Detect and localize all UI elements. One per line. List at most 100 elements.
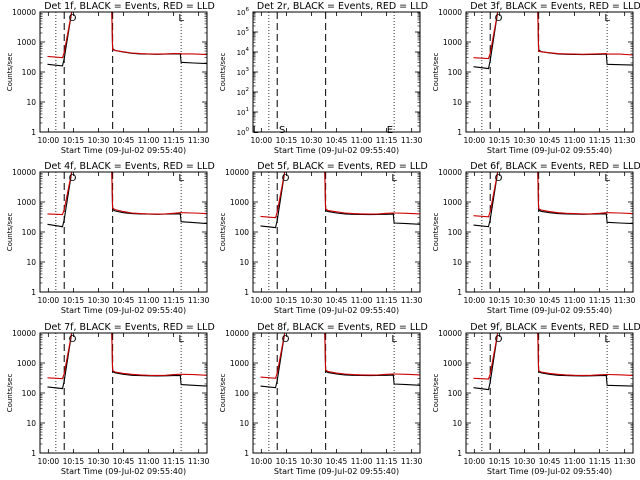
y-axis-label: Counts/sec bbox=[6, 213, 14, 252]
y-tick-label: 10000 bbox=[12, 8, 36, 17]
y-tick-label: 106 bbox=[237, 7, 250, 17]
event-marker-o: O bbox=[282, 334, 290, 345]
y-tick-label: 10 bbox=[452, 258, 462, 267]
y-tick-label: 1 bbox=[457, 449, 462, 458]
y-tick-label: 1 bbox=[31, 128, 36, 137]
y-tick-label: 1000 bbox=[230, 359, 249, 368]
y-tick-label: 100 bbox=[22, 68, 37, 77]
y-axis-label: Counts/sec bbox=[219, 53, 227, 92]
x-tick-label: 10:00 bbox=[464, 457, 486, 466]
y-tick-label: 1000 bbox=[443, 359, 462, 368]
series-events bbox=[260, 333, 420, 389]
x-axis-label: Start Time (09-Jul-02 09:55:40) bbox=[487, 467, 612, 476]
event-marker-l: L bbox=[178, 334, 184, 345]
y-tick-label: 10000 bbox=[12, 168, 36, 177]
y-tick-label: 102 bbox=[237, 87, 249, 97]
x-tick-label: 10:00 bbox=[464, 136, 486, 145]
event-marker-l: L bbox=[178, 13, 184, 24]
x-axis-label: Start Time (09-Jul-02 09:55:40) bbox=[61, 146, 186, 155]
plot-frame bbox=[39, 11, 208, 133]
panel-det6: Det 6f, BLACK = Events, RED = LLD Counts/… bbox=[432, 161, 640, 315]
x-tick-label: 10:30 bbox=[88, 457, 110, 466]
event-marker-s: S bbox=[279, 125, 285, 136]
x-tick-label: 10:30 bbox=[301, 457, 323, 466]
plot-frame bbox=[465, 11, 634, 133]
y-tick-label: 1000 bbox=[230, 198, 249, 207]
series-events bbox=[47, 333, 207, 390]
x-tick-label: 11:15 bbox=[376, 296, 398, 305]
x-tick-label: 11:30 bbox=[614, 457, 636, 466]
event-marker-o: O bbox=[495, 173, 503, 184]
panel-title: Det 6f, BLACK = Events, RED = LLD bbox=[470, 161, 640, 172]
x-tick-label: 11:30 bbox=[188, 136, 210, 145]
x-tick-label: 11:00 bbox=[564, 136, 586, 145]
x-tick-label: 10:45 bbox=[326, 136, 348, 145]
event-marker-o: O bbox=[69, 173, 77, 184]
x-tick-label: 11:15 bbox=[376, 457, 398, 466]
x-tick-label: 10:15 bbox=[489, 296, 511, 305]
x-axis-label: Start Time (09-Jul-02 09:55:40) bbox=[274, 467, 399, 476]
y-tick-label: 1 bbox=[244, 288, 249, 297]
panel-det5: Det 5f, BLACK = Events, RED = LLD Counts/… bbox=[219, 161, 428, 315]
x-tick-label: 10:45 bbox=[113, 296, 135, 305]
y-tick-label: 10000 bbox=[225, 168, 249, 177]
panel-title: Det 4f, BLACK = Events, RED = LLD bbox=[44, 161, 215, 172]
y-axis-label: Counts/sec bbox=[432, 213, 440, 252]
x-tick-label: 11:15 bbox=[589, 457, 611, 466]
event-marker-l: L bbox=[391, 334, 397, 345]
x-tick-label: 10:00 bbox=[464, 296, 486, 305]
event-marker-l: L bbox=[253, 125, 259, 136]
x-tick-label: 11:00 bbox=[138, 296, 160, 305]
x-tick-label: 10:30 bbox=[514, 136, 536, 145]
y-tick-label: 103 bbox=[237, 67, 250, 77]
x-tick-label: 11:30 bbox=[188, 296, 210, 305]
y-tick-label: 1000 bbox=[17, 359, 36, 368]
y-tick-label: 100 bbox=[235, 228, 250, 237]
y-axis-label: Counts/sec bbox=[432, 374, 440, 413]
y-tick-label: 100 bbox=[22, 389, 37, 398]
y-axis-label: Counts/sec bbox=[219, 374, 227, 413]
x-tick-label: 11:00 bbox=[564, 457, 586, 466]
x-tick-label: 11:15 bbox=[376, 136, 398, 145]
series-lld bbox=[260, 172, 420, 219]
y-tick-label: 1 bbox=[31, 449, 36, 458]
x-tick-label: 10:45 bbox=[539, 457, 561, 466]
y-tick-label: 1 bbox=[244, 449, 249, 458]
x-tick-label: 11:30 bbox=[188, 457, 210, 466]
x-tick-label: 11:00 bbox=[564, 296, 586, 305]
x-tick-label: 10:00 bbox=[251, 296, 273, 305]
event-marker-l: L bbox=[604, 13, 610, 24]
x-tick-label: 10:00 bbox=[38, 457, 60, 466]
y-tick-label: 100 bbox=[448, 228, 463, 237]
event-marker-e: E bbox=[387, 125, 393, 136]
series-events bbox=[47, 172, 207, 228]
plot-frame bbox=[465, 332, 634, 454]
y-tick-label: 104 bbox=[237, 47, 250, 57]
x-tick-label: 10:45 bbox=[113, 136, 135, 145]
series-lld bbox=[473, 12, 633, 60]
panel-title: Det 9f, BLACK = Events, RED = LLD bbox=[470, 322, 640, 333]
x-axis-label: Start Time (09-Jul-02 09:55:40) bbox=[274, 306, 399, 315]
event-marker-o: O bbox=[495, 13, 503, 24]
panel-det4: Det 4f, BLACK = Events, RED = LLD Counts/… bbox=[6, 161, 215, 315]
x-axis-label: Start Time (09-Jul-02 09:55:40) bbox=[487, 146, 612, 155]
x-tick-label: 11:30 bbox=[614, 136, 636, 145]
event-marker-o: O bbox=[69, 334, 77, 345]
x-axis-label: Start Time (09-Jul-02 09:55:40) bbox=[274, 146, 399, 155]
y-axis-label: Counts/sec bbox=[6, 374, 14, 413]
x-tick-label: 11:00 bbox=[138, 457, 160, 466]
series-events bbox=[473, 333, 633, 391]
y-tick-label: 10000 bbox=[438, 329, 462, 338]
event-marker-o: O bbox=[282, 173, 290, 184]
x-tick-label: 10:30 bbox=[514, 457, 536, 466]
plot-frame bbox=[39, 332, 208, 454]
plot-frame bbox=[252, 11, 421, 133]
plot-frame bbox=[39, 171, 208, 293]
panel-title: Det 7f, BLACK = Events, RED = LLD bbox=[44, 322, 215, 333]
y-tick-label: 10 bbox=[26, 98, 36, 107]
x-tick-label: 11:00 bbox=[351, 457, 373, 466]
series-lld bbox=[47, 172, 207, 216]
series-lld bbox=[47, 12, 207, 59]
x-tick-label: 10:45 bbox=[113, 457, 135, 466]
